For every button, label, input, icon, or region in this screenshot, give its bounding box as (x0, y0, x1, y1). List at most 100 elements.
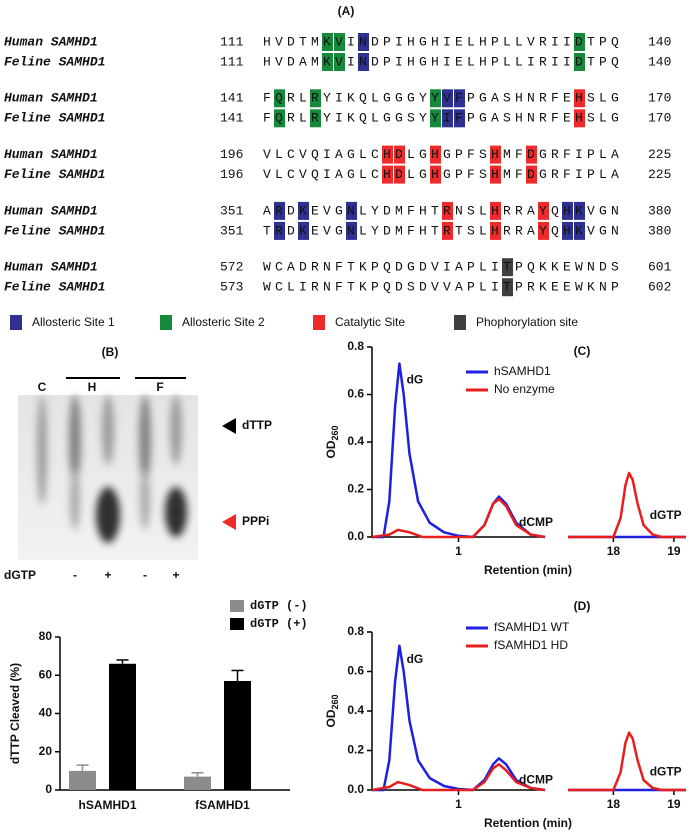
y-tick-label: 0.6 (347, 664, 364, 678)
row-name: Feline SAMHD1 (4, 280, 105, 295)
y-label-text: OD (324, 440, 338, 458)
sequence: MF (503, 167, 527, 182)
legend-label: fSAMHD1 HD (494, 638, 568, 652)
y-tick-label: 20 (39, 744, 53, 758)
peak-label: dGTP (650, 508, 682, 522)
legend-label: Phophorylation site (476, 315, 578, 329)
site-highlight (526, 165, 537, 184)
y-axis-label: OD260 (324, 694, 340, 727)
sequence: K (299, 203, 311, 218)
site-highlight (322, 33, 333, 51)
row-name: Human SAMHD1 (4, 147, 98, 162)
site-highlight (334, 33, 345, 51)
sequence: D (287, 223, 299, 238)
sequence: YIKQLGGGY (323, 91, 431, 106)
x-tick-label: fSAMHD1 (195, 798, 250, 812)
sequence: RL (287, 91, 311, 106)
site-highlight (538, 201, 549, 220)
row-start: 573 (220, 280, 243, 295)
peak-label: dCMP (519, 772, 553, 786)
x-tick-label: hSAMHD1 (78, 798, 136, 812)
sequence: Y (539, 223, 551, 238)
sequence: VLCVQIAGLC (263, 167, 383, 182)
sequence: PGASHNRFE (467, 91, 575, 106)
row-name: Feline SAMHD1 (4, 111, 105, 126)
row-end: 602 (648, 280, 671, 295)
x-tick-label: 19 (667, 544, 681, 558)
panel-label: (B) (102, 345, 119, 359)
sequence: H (491, 203, 503, 218)
site-highlight (298, 201, 309, 220)
sequence: LYDMFHT (359, 223, 443, 238)
sequence: HVDTM (263, 34, 323, 49)
row-end: 380 (648, 223, 671, 238)
site-highlight (574, 53, 585, 71)
sequence: PQKKEWNDS (515, 260, 623, 275)
sequence: SLG (587, 111, 623, 126)
sequence: I (347, 54, 359, 69)
row-name: Human SAMHD1 (4, 91, 98, 106)
legend-label: No enzyme (494, 382, 555, 396)
site-highlight (274, 109, 285, 128)
site-highlight (382, 165, 393, 184)
sequence: R (443, 203, 455, 218)
y-tick-label: 80 (39, 629, 53, 643)
peak-label: dCMP (519, 515, 553, 529)
peak-label: dGTP (650, 764, 682, 778)
site-highlight (454, 109, 465, 128)
site-highlight (442, 89, 453, 108)
site-highlight (430, 165, 441, 184)
row-start: 141 (220, 111, 244, 126)
sequence: T (503, 280, 515, 295)
bar (224, 680, 251, 790)
peak-label: dG (407, 652, 424, 666)
sign-label: + (104, 568, 111, 582)
y-label-text: OD (324, 709, 338, 727)
sequence: KV (323, 54, 347, 69)
sequence: N (347, 203, 359, 218)
site-highlight (394, 165, 405, 184)
legend-swatch (230, 600, 244, 612)
legend-label: Allosteric Site 1 (32, 315, 115, 329)
row-name: Human SAMHD1 (4, 34, 98, 49)
site-highlight (490, 201, 501, 220)
y-tick-label: 0.0 (347, 529, 364, 543)
sequence: GRFIPLA (539, 167, 623, 182)
row-name: Feline SAMHD1 (4, 54, 105, 69)
series-line (371, 471, 686, 539)
sequence: LG (407, 147, 431, 162)
site-highlight (274, 221, 285, 240)
y-label-subscript: 260 (330, 425, 340, 440)
site-highlight (346, 201, 357, 220)
sequence: H (431, 167, 443, 182)
sequence: SLG (587, 91, 623, 106)
y-label-subscript: 260 (330, 694, 340, 709)
sequence: LYDMFHT (359, 203, 443, 218)
sequence: VLCVQIAGLC (263, 147, 383, 162)
sequence: EVG (311, 223, 347, 238)
row-start: 196 (220, 167, 243, 182)
error-bar (116, 659, 129, 664)
sequence: EVG (311, 203, 347, 218)
row-start: 111 (220, 34, 244, 49)
row-end: 170 (648, 91, 671, 106)
sequence: HK (563, 203, 587, 218)
site-highlight (490, 145, 501, 164)
sequence: TPQ (587, 54, 623, 69)
x-axis-label: Retention (min) (484, 816, 572, 830)
row-start: 351 (220, 223, 244, 238)
row-start: 572 (220, 260, 243, 275)
y-tick-label: 0.8 (347, 624, 364, 638)
sequence: KV (323, 34, 347, 49)
sequence: R (311, 111, 323, 126)
sequence: VF (443, 91, 467, 106)
legend-swatch (10, 315, 22, 330)
sequence: D (575, 34, 587, 49)
row-name: Feline SAMHD1 (4, 167, 105, 182)
lane-label: F (156, 380, 163, 394)
sequence: Q (275, 91, 287, 106)
sequence: N (359, 34, 371, 49)
legend-label: dGTP (+) (250, 617, 308, 631)
row-end: 140 (648, 34, 671, 49)
sequence: I (347, 34, 359, 49)
